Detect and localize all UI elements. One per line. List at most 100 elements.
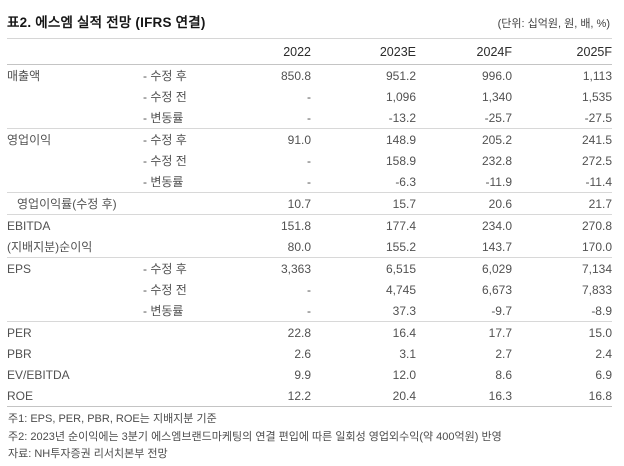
row-label: ROE [7,385,143,407]
row-label: PBR [7,346,32,361]
table-row: - 변동률 - 37.3 -9.7 -8.9 [7,300,612,322]
footnote-line: 자료: NH투자증권 리서치본부 전망 [8,448,168,460]
cell-value: 22.8 [229,321,311,343]
cell-value: 1,340 [481,89,512,104]
row-sublabel: - 수정 후 [143,69,187,83]
cell-value: 177.4 [311,214,416,236]
row-sublabel: - 수정 전 [143,283,187,297]
row-label [7,150,143,171]
cell-value: 20.4 [311,385,416,407]
row-sublabel [143,214,229,236]
cell-value: 2.4 [595,346,612,361]
cell-value: 80.0 [287,239,311,254]
cell-value: 1,096 [385,89,416,104]
cell-value: 6,673 [481,282,512,297]
cell-value: 16.4 [311,321,416,343]
table-header-row: 2022 2023E 2024F 2025F [7,39,612,65]
cell-value: -13.2 [388,110,416,125]
table-row: EV/EBITDA 9.9 12.0 8.6 6.9 [7,364,612,385]
cell-value: 21.7 [512,192,612,215]
column-header-2024F: 2024F [416,39,512,65]
table-row: EPS - 수정 후 3,363 6,515 6,029 7,134 [7,257,612,279]
row-sublabel [143,321,229,343]
table-row: - 수정 전 - 158.9 232.8 272.5 [7,150,612,171]
cell-value: 6.9 [595,367,612,382]
row-label-column-header [7,39,143,65]
cell-value: 996.0 [481,68,512,83]
row-label [7,279,143,300]
row-sublabel: - 수정 전 [143,90,187,104]
cell-value: 9.9 [294,367,311,382]
cell-value: 12.0 [392,367,416,382]
row-sublabel [143,236,229,258]
cell-value: 148.9 [311,128,416,150]
cell-value: 3.1 [399,346,416,361]
row-label [7,107,143,129]
unit-note: (단위: 십억원, 원, 배, %) [497,18,610,30]
cell-value: 16.8 [512,385,612,407]
cell-value: 143.7 [481,239,512,254]
table-row: - 변동률 - -13.2 -25.7 -27.5 [7,107,612,129]
cell-value: 7,134 [512,257,612,279]
cell-value: 7,833 [581,282,612,297]
table-row: - 수정 전 - 1,096 1,340 1,535 [7,86,612,107]
cell-value: -9.7 [491,303,512,318]
cell-value: 1,113 [582,68,612,83]
cell-value: - [307,89,311,104]
row-label: 영업이익 [7,128,143,150]
cell-value: 270.8 [512,214,612,236]
cell-value: - [307,110,311,125]
cell-value: 4,745 [385,282,416,297]
cell-value: 241.5 [512,128,612,150]
column-header-2022: 2022 [229,39,311,65]
table-caption-bar: 표2. 에스엠 실적 전망 (IFRS 연결) (단위: 십억원, 원, 배, … [7,8,612,39]
cell-value: 16.3 [416,385,512,407]
row-sublabel [143,192,229,215]
row-sublabel [143,364,229,385]
row-label [7,171,143,193]
table-row: EBITDA 151.8 177.4 234.0 270.8 [7,214,612,236]
table-body: 매출액 - 수정 후 850.8 951.2 996.0 1,113 - 수정 전 - 1,09… [7,65,612,407]
cell-value: 1,535 [581,89,612,104]
table-row: (지배지분)순이익 80.0 155.2 143.7 170.0 [7,236,612,258]
cell-value: 232.8 [481,153,512,168]
table-row: - 수정 전 - 4,745 6,673 7,833 [7,279,612,300]
row-sublabel: - 변동률 [143,111,184,125]
table-row: ROE 12.2 20.4 16.3 16.8 [7,385,612,407]
cell-value: 37.3 [392,303,416,318]
cell-value: 15.0 [512,321,612,343]
cell-value: 15.7 [311,192,416,215]
row-label: EBITDA [7,214,143,236]
column-header-2023E: 2023E [311,39,416,65]
footnotes: 주1: EPS, PER, PBR, ROE는 지배지분 기준 주2: 2023년… [7,411,612,464]
cell-value: 6,029 [416,257,512,279]
table-row: 영업이익 - 수정 후 91.0 148.9 205.2 241.5 [7,128,612,150]
row-label: PER [7,321,143,343]
cell-value: 272.5 [581,153,612,168]
cell-value: -11.4 [585,174,612,189]
row-sublabel: - 수정 후 [143,257,229,279]
cell-value: 850.8 [280,68,311,83]
row-sublabel: - 변동률 [143,304,184,318]
cell-value: 158.9 [385,153,416,168]
cell-value: 12.2 [229,385,311,407]
row-label: 매출액 [7,69,41,83]
table-row: - 변동률 - -6.3 -11.9 -11.4 [7,171,612,193]
row-sublabel: - 수정 후 [143,128,229,150]
row-sublabel-column-header [143,39,229,65]
table-row: 매출액 - 수정 후 850.8 951.2 996.0 1,113 [7,65,612,87]
row-label [7,86,143,107]
footnote-line: 주1: EPS, PER, PBR, ROE는 지배지분 기준 [8,413,217,425]
cell-value: 155.2 [385,239,416,254]
cell-value: 91.0 [229,128,311,150]
row-label: 영업이익률(수정 후) [7,192,143,215]
cell-value: 10.7 [229,192,311,215]
cell-value: 2.7 [495,346,512,361]
cell-value: 8.6 [495,367,512,382]
cell-value: -6.3 [395,174,416,189]
row-sublabel: - 변동률 [143,175,184,189]
column-header-2025F: 2025F [512,39,612,65]
cell-value: 17.7 [416,321,512,343]
row-label: EV/EBITDA [7,367,70,382]
cell-value: 151.8 [229,214,311,236]
